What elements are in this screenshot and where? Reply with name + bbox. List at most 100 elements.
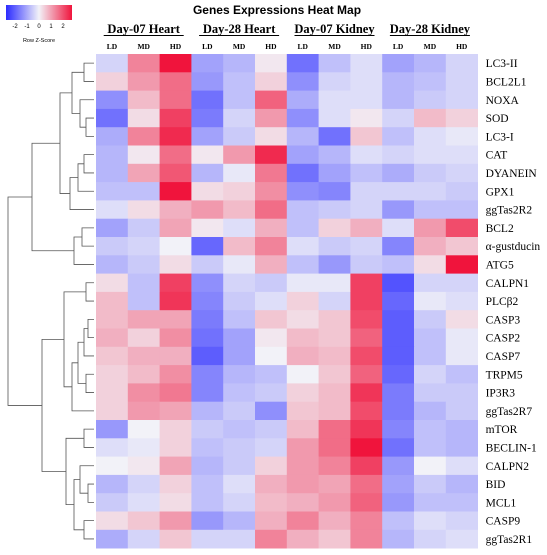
color-key-bar	[6, 5, 72, 20]
color-key-ticks: -2 -1 0 1 2	[12, 24, 65, 30]
heatmap-cell	[286, 511, 319, 531]
heatmap-cell	[159, 200, 192, 220]
heatmap-cell	[96, 529, 129, 549]
heatmap-cell	[255, 237, 288, 256]
heatmap-cell	[159, 511, 192, 531]
row-label: CAT	[486, 150, 508, 162]
heatmap-cell	[223, 255, 256, 274]
heatmap-cell	[445, 365, 478, 384]
heatmap-cell	[286, 163, 319, 183]
heatmap-cell	[223, 328, 256, 348]
heatmap-cell	[286, 291, 319, 311]
heatmap-cell	[414, 346, 447, 366]
heatmap-cell	[382, 383, 415, 403]
row-label: α-gustducin	[486, 241, 541, 253]
heatmap-cell	[286, 420, 319, 439]
heatmap-cell	[255, 438, 288, 457]
heatmap-cell	[127, 273, 160, 293]
heatmap-cell	[127, 182, 160, 201]
dendrogram-branch	[81, 227, 94, 247]
heatmap-cell	[445, 346, 478, 366]
heatmap-cell	[382, 438, 415, 457]
heatmap-cell	[350, 273, 383, 293]
heatmap-cell	[382, 182, 415, 201]
heatmap-cell	[191, 438, 224, 457]
heatmap-cell	[191, 310, 224, 329]
heatmap-cell	[318, 456, 351, 476]
heatmap-cell	[96, 291, 129, 311]
heatmap-cell	[223, 90, 256, 110]
heatmap-cell	[350, 328, 383, 348]
heatmap-cell	[350, 54, 383, 73]
heatmap-cell	[286, 72, 319, 91]
heatmap-cell	[223, 145, 256, 165]
heatmap-cell	[445, 200, 478, 220]
heatmap-cell	[96, 54, 129, 73]
column-label: MD	[137, 42, 150, 51]
heatmap-cell	[445, 493, 478, 512]
dendrogram-branch	[31, 142, 74, 252]
heatmap-cell	[159, 218, 192, 238]
heatmap-cell	[255, 163, 288, 183]
column-label: HD	[361, 42, 373, 51]
dendrogram-branch	[83, 328, 94, 357]
heatmap-cell	[96, 383, 129, 403]
group-label: Day-07 Kidney	[294, 22, 375, 36]
heatmap-cell	[318, 218, 351, 238]
heatmap-cell	[96, 182, 129, 201]
heatmap-cell	[350, 90, 383, 110]
heatmap-cell	[318, 420, 351, 439]
heatmap-cell	[286, 90, 319, 110]
heatmap-cell	[255, 291, 288, 311]
heatmap-cell	[255, 200, 288, 220]
heatmap-cell	[445, 108, 478, 128]
dendrogram-branch	[7, 196, 42, 406]
row-label: ggTas2R2	[486, 205, 533, 217]
color-key-label: Row Z-Score	[23, 38, 55, 44]
heatmap-cell	[255, 255, 288, 274]
heatmap-cell	[318, 108, 351, 128]
heatmap-cell	[191, 182, 224, 201]
heatmap-cell	[318, 127, 351, 146]
heatmap-cell	[382, 127, 415, 146]
heatmap-cell	[191, 383, 224, 403]
heatmap-cell	[286, 401, 319, 421]
heatmap-cell	[286, 438, 319, 457]
color-key-tick: 1	[49, 24, 53, 30]
heatmap-cell	[255, 328, 288, 348]
heatmap-cell	[191, 474, 224, 494]
heatmap-cell	[382, 54, 415, 73]
heatmap-cell	[255, 127, 288, 146]
heatmap-cell	[286, 310, 319, 329]
heatmap-cell	[318, 493, 351, 512]
heatmap-cell	[159, 163, 192, 183]
heatmap-cell	[223, 163, 256, 183]
heatmap-cell	[127, 90, 160, 110]
heatmap-cell	[350, 438, 383, 457]
heatmap-cell	[350, 346, 383, 366]
heatmap-cell	[414, 145, 447, 165]
heatmap-cell	[223, 291, 256, 311]
heatmap-cell	[191, 529, 224, 549]
row-label: CASP7	[486, 351, 521, 363]
heatmap-cell	[223, 511, 256, 531]
heatmap-cell	[255, 365, 288, 384]
heatmap-cell	[318, 255, 351, 274]
dendrogram-branch	[69, 177, 94, 210]
heatmap-cell	[127, 255, 160, 274]
heatmap-cell	[414, 511, 447, 531]
heatmap-cell	[191, 291, 224, 311]
heatmap-cell	[127, 54, 160, 73]
dendrogram-branch	[85, 282, 94, 302]
heatmap-cell	[223, 218, 256, 238]
heatmap-cell	[96, 511, 129, 531]
heatmap-cell	[318, 474, 351, 494]
heatmap-cell	[382, 474, 415, 494]
heatmap-cell	[286, 456, 319, 476]
color-key: -2 -1 0 1 2 Row Z-Score	[6, 5, 72, 44]
heatmap-cell	[414, 182, 447, 201]
heatmap-cell	[127, 493, 160, 512]
heatmap-cell	[255, 529, 288, 549]
heatmap-cell	[223, 456, 256, 476]
column-label: MD	[424, 42, 437, 51]
